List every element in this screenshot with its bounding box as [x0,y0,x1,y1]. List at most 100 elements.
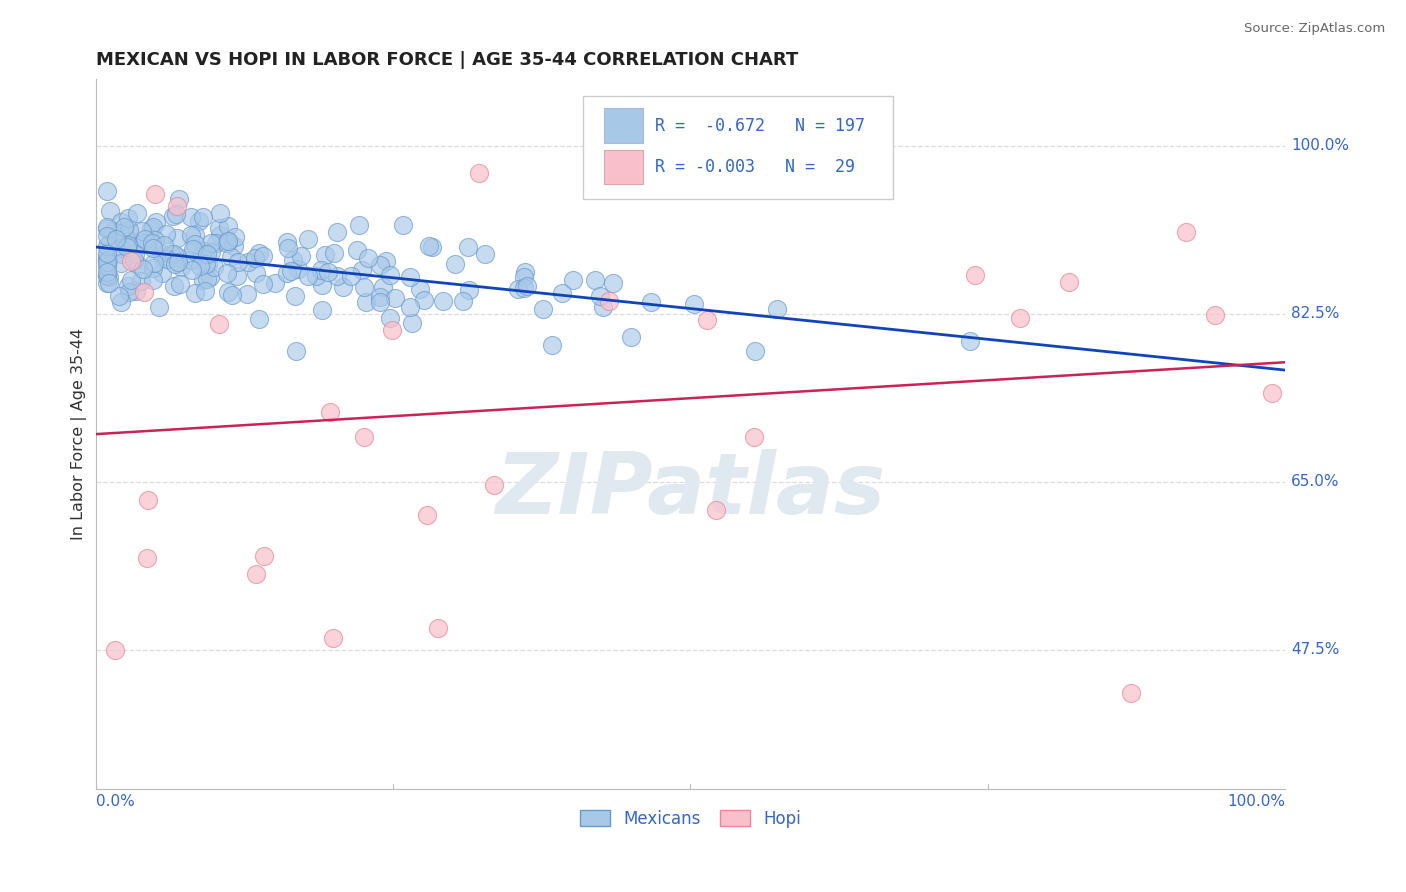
Point [205,235,228,250]
Point [142,241,165,255]
Point [166,199,188,213]
Y-axis label: In Labor Force | Age 35-44: In Labor Force | Age 35-44 [72,328,87,540]
Point [620,330,643,344]
Point [373,279,395,293]
Point [159,247,181,261]
Point [541,337,564,351]
Point [418,238,440,252]
Point [508,282,530,296]
Point [226,269,249,284]
Point [368,295,391,310]
Point [156,252,179,266]
Point [165,207,187,221]
Point [217,236,239,251]
Point [1008,311,1031,326]
Point [309,262,332,277]
Point [252,277,274,291]
Point [311,302,333,317]
Point [96,269,118,284]
Point [152,238,174,252]
Point [314,248,336,262]
Point [200,245,222,260]
Point [381,323,404,337]
Point [122,252,145,267]
Point [167,192,190,206]
Point [141,235,163,250]
Point [280,264,302,278]
Point [181,242,204,256]
Point [104,232,127,246]
Point [415,508,437,522]
Point [347,218,370,232]
Point [765,302,787,317]
Point [150,266,173,280]
Point [117,278,139,293]
Point [197,257,219,271]
Point [187,214,209,228]
Point [457,240,479,254]
Point [136,551,159,566]
Point [194,284,217,298]
Text: 100.0%: 100.0% [1227,794,1285,809]
Text: 47.5%: 47.5% [1291,642,1340,657]
Point [742,430,765,444]
Text: MEXICAN VS HOPI IN LABOR FORCE | AGE 35-44 CORRELATION CHART: MEXICAN VS HOPI IN LABOR FORCE | AGE 35-… [96,51,797,69]
Point [224,229,246,244]
Point [108,226,131,240]
Text: R =  -0.672   N = 197: R = -0.672 N = 197 [655,117,865,136]
Point [180,210,202,224]
Point [127,258,149,272]
Point [190,248,212,262]
Point [468,166,491,180]
Point [368,258,391,272]
Point [353,279,375,293]
Text: 82.5%: 82.5% [1291,306,1340,321]
Point [184,286,207,301]
Point [96,239,118,253]
Point [368,290,391,304]
Point [117,285,139,299]
Point [103,642,125,657]
Point [326,225,349,239]
Point [96,252,118,267]
Text: 65.0%: 65.0% [1291,475,1340,490]
Point [512,281,534,295]
Point [592,301,614,315]
Point [180,253,202,268]
Text: 0.0%: 0.0% [96,794,135,809]
Point [384,291,406,305]
Point [696,313,718,327]
Point [191,273,214,287]
Point [194,248,217,262]
Point [1057,275,1080,289]
Point [276,266,298,280]
Point [253,549,276,563]
Point [222,239,245,253]
Point [959,334,981,348]
Point [208,228,231,243]
Point [583,273,606,287]
Point [148,301,170,315]
Point [198,270,221,285]
Point [163,279,186,293]
Point [97,269,120,284]
Point [221,288,243,302]
Point [117,211,139,225]
Point [115,240,138,254]
Point [96,260,118,274]
Point [284,289,307,303]
Point [353,430,375,444]
Point [208,206,231,220]
Point [142,256,165,270]
Point [401,316,423,330]
Text: R = -0.003   N =  29: R = -0.003 N = 29 [655,159,855,177]
Point [322,631,344,645]
Point [562,272,585,286]
Point [143,186,166,201]
Point [143,234,166,248]
Point [96,249,118,263]
Bar [603,150,643,184]
Point [277,241,299,255]
Point [332,280,354,294]
Point [1261,385,1284,400]
